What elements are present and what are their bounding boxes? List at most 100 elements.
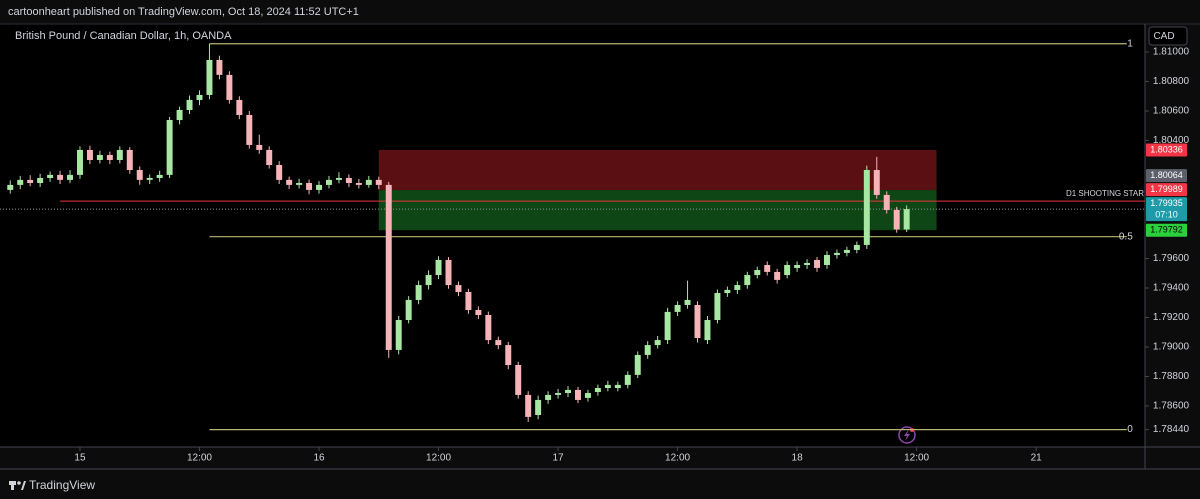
candle-body bbox=[704, 320, 711, 341]
candle-body bbox=[166, 120, 173, 175]
candle-body bbox=[96, 154, 103, 160]
x-tick-label: 18 bbox=[792, 453, 804, 464]
price-tag-countdown: 07:10 bbox=[1155, 209, 1178, 219]
price-tag-label: 1.79792 bbox=[1150, 225, 1183, 235]
candle-body bbox=[863, 170, 870, 245]
candle-body bbox=[475, 309, 482, 315]
currency-label: CAD bbox=[1153, 31, 1174, 42]
candle-body bbox=[17, 179, 24, 185]
currency-button[interactable] bbox=[1148, 26, 1188, 46]
candle-body bbox=[594, 388, 601, 392]
chart-title: British Pound / Canadian Dollar, 1h, OAN… bbox=[15, 30, 232, 42]
candle-body bbox=[714, 293, 721, 321]
price-tag bbox=[1146, 143, 1187, 157]
candle-body bbox=[425, 275, 432, 286]
y-tick-label: 1.78440 bbox=[1153, 424, 1190, 435]
candle-body bbox=[455, 285, 462, 292]
candle-body bbox=[335, 177, 342, 180]
y-tick-label: 1.81000 bbox=[1153, 47, 1190, 58]
candle-body bbox=[435, 259, 442, 276]
candle-body bbox=[67, 174, 74, 180]
zone bbox=[378, 190, 937, 231]
fib-level-label: 0.5 bbox=[1119, 231, 1133, 242]
x-tick-label: 15 bbox=[74, 453, 86, 464]
price-tag bbox=[1146, 197, 1187, 222]
candle-body bbox=[634, 354, 641, 375]
price-tag-label: 1.79989 bbox=[1150, 184, 1183, 194]
candle-body bbox=[286, 179, 293, 185]
candle-body bbox=[266, 149, 273, 165]
candle-body bbox=[485, 314, 492, 341]
candle-body bbox=[724, 289, 731, 294]
x-tick-label: 12:00 bbox=[665, 453, 690, 464]
candle-body bbox=[495, 340, 502, 346]
publisher-line: cartoonheart published on TradingView.co… bbox=[8, 6, 359, 18]
candle-body bbox=[7, 184, 14, 190]
candle-body bbox=[584, 393, 591, 398]
candle-body bbox=[276, 165, 283, 180]
price-tag bbox=[1146, 183, 1187, 197]
candle-body bbox=[873, 170, 880, 195]
candle-body bbox=[146, 177, 153, 180]
candle-body bbox=[823, 254, 830, 265]
candle-body bbox=[465, 291, 472, 310]
candle-body bbox=[843, 249, 850, 253]
y-tick-label: 1.79600 bbox=[1153, 253, 1190, 264]
candle-body bbox=[86, 149, 93, 160]
candle-body bbox=[37, 177, 44, 183]
price-tag-label: 1.80064 bbox=[1150, 170, 1183, 180]
candle-body bbox=[624, 374, 631, 385]
candle-body bbox=[784, 264, 791, 276]
fib-level-label: 1 bbox=[1127, 38, 1133, 49]
y-tick-label: 1.79200 bbox=[1153, 312, 1190, 323]
candle-body bbox=[395, 320, 402, 350]
candle-body bbox=[156, 174, 163, 178]
candle-body bbox=[196, 94, 203, 100]
candle-body bbox=[116, 149, 123, 160]
candle-body bbox=[405, 299, 412, 321]
y-tick-label: 1.80400 bbox=[1153, 135, 1190, 146]
x-tick-label: 12:00 bbox=[426, 453, 451, 464]
candle-body bbox=[57, 174, 64, 180]
candle-body bbox=[216, 59, 223, 75]
candle-body bbox=[47, 174, 54, 178]
x-tick-label: 12:00 bbox=[904, 453, 929, 464]
candle-body bbox=[565, 389, 572, 394]
annotation-label: D1 SHOOTING STAR bbox=[1066, 189, 1144, 198]
footer-brand: TradingView bbox=[29, 478, 95, 492]
candle-body bbox=[375, 179, 382, 185]
candle-body bbox=[674, 304, 681, 312]
candle-body bbox=[814, 259, 821, 268]
price-tag bbox=[1146, 223, 1187, 237]
x-tick-label: 17 bbox=[552, 453, 564, 464]
candle-body bbox=[246, 115, 253, 145]
candle-body bbox=[853, 244, 860, 250]
candle-body bbox=[794, 264, 801, 268]
candle-body bbox=[833, 252, 840, 255]
candle-body bbox=[574, 389, 581, 400]
x-tick-label: 12:00 bbox=[187, 453, 212, 464]
candle-body bbox=[644, 345, 651, 355]
candle-body bbox=[445, 259, 452, 286]
candle-body bbox=[355, 182, 362, 185]
candle-body bbox=[535, 399, 542, 415]
candle-body bbox=[27, 179, 34, 183]
footer-logo bbox=[9, 481, 26, 490]
candle-body bbox=[136, 170, 143, 180]
candle-body bbox=[754, 270, 761, 276]
candle-body bbox=[306, 182, 313, 190]
candle-body bbox=[106, 154, 113, 160]
candle-body bbox=[415, 285, 422, 300]
candle-body bbox=[734, 285, 741, 290]
candle-body bbox=[883, 194, 890, 210]
candle-body bbox=[186, 99, 193, 110]
y-tick-label: 1.78800 bbox=[1153, 371, 1190, 382]
candle-body bbox=[525, 394, 532, 417]
candle-body bbox=[365, 179, 372, 185]
candle-body bbox=[545, 394, 552, 400]
chart-pane bbox=[0, 24, 1145, 447]
candle-body bbox=[206, 59, 213, 95]
y-tick-label: 1.79400 bbox=[1153, 283, 1190, 294]
candle-body bbox=[226, 74, 233, 100]
